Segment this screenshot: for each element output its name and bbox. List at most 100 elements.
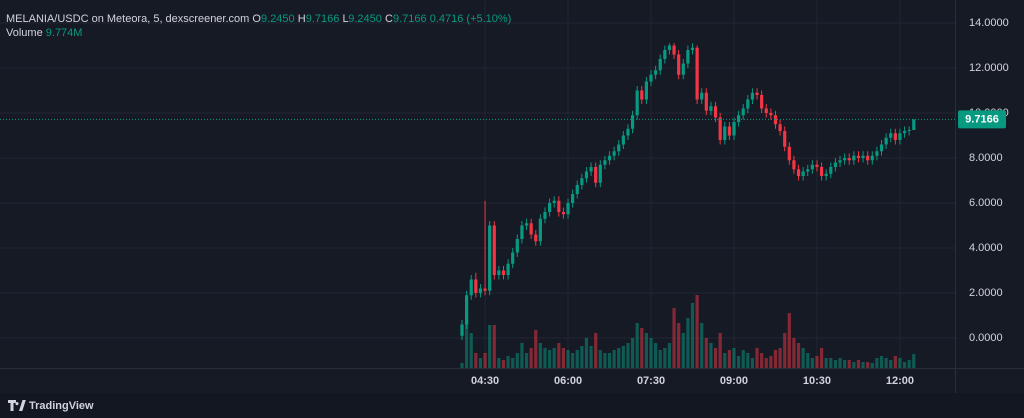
- candle-body: [902, 130, 907, 134]
- candle-body: [501, 270, 506, 276]
- y-tick-label: 12.0000: [969, 62, 1009, 74]
- candle-body: [824, 173, 828, 177]
- tradingview-logo[interactable]: TradingView: [8, 400, 94, 412]
- volume-bar: [709, 343, 713, 368]
- volume-bar: [529, 348, 533, 368]
- candle-body: [589, 167, 593, 172]
- volume-bar: [737, 356, 741, 368]
- y-tick-label: 8.0000: [969, 152, 1003, 164]
- volume-bar: [538, 343, 542, 368]
- volume-bar: [603, 353, 607, 368]
- candle-body: [870, 155, 874, 161]
- candle-body: [474, 279, 478, 294]
- candle-body: [497, 270, 501, 276]
- candle-body: [543, 212, 547, 219]
- candle-body: [686, 49, 690, 64]
- volume-label: Volume: [6, 27, 43, 39]
- candle-body: [838, 160, 842, 163]
- volume-bar: [492, 325, 496, 368]
- candle-body: [819, 167, 824, 177]
- candle-body: [465, 295, 469, 325]
- x-tick-label: 12:00: [886, 375, 914, 387]
- volume-bar: [524, 353, 529, 368]
- candle-body: [773, 115, 778, 125]
- volume-bar: [815, 356, 819, 368]
- volume-bar: [511, 358, 515, 368]
- volume-bar: [654, 343, 658, 368]
- volume-bar: [626, 343, 630, 368]
- candle-body: [612, 151, 616, 156]
- volume-bar: [870, 363, 874, 368]
- volume-bar: [686, 318, 690, 368]
- change-value: 0.4716 (+5.10%): [430, 13, 512, 25]
- volume-bar: [677, 323, 681, 368]
- ohlc-value: 9.2450: [348, 13, 382, 25]
- volume-bar: [760, 353, 764, 368]
- volume-bar: [884, 358, 888, 368]
- volume-bar: [861, 362, 865, 368]
- candle-body: [557, 200, 561, 213]
- volume-bar: [898, 358, 902, 368]
- volume-bar: [672, 308, 676, 368]
- volume-bar: [630, 338, 635, 368]
- volume-bar: [796, 343, 801, 368]
- volume-bar: [547, 350, 552, 368]
- candle-body: [829, 167, 833, 174]
- candle-body: [460, 324, 464, 336]
- candle-body: [875, 151, 879, 156]
- candle-body: [575, 185, 579, 195]
- volume-bar: [912, 354, 916, 368]
- candle-body: [833, 162, 838, 168]
- candle-body: [741, 108, 745, 116]
- volume-bar: [902, 362, 907, 368]
- candles: [460, 43, 916, 341]
- x-tick-label: 04:30: [471, 375, 499, 387]
- ohlc-label: L: [342, 13, 348, 25]
- candle-body: [884, 137, 888, 145]
- candle-body: [750, 92, 755, 100]
- volume-pane: [460, 295, 916, 368]
- volume-bar: [843, 360, 847, 368]
- ohlc-label: C: [385, 13, 393, 25]
- volume-bar: [810, 358, 814, 368]
- candle-body: [534, 234, 538, 242]
- candle-body: [792, 160, 796, 170]
- y-tick-label: 14.0000: [969, 17, 1009, 29]
- volume-bar: [621, 346, 625, 368]
- last-price-tag: [958, 110, 1006, 129]
- volume-bar: [557, 343, 561, 368]
- legend-volume: Volume 9.774M: [6, 27, 82, 39]
- candle-body: [677, 54, 681, 75]
- y-tick-label: 0.0000: [969, 332, 1003, 344]
- volume-bar: [617, 348, 621, 368]
- volume-bar: [607, 353, 612, 368]
- volume-bar: [497, 358, 501, 368]
- volume-bar: [856, 360, 861, 368]
- x-tick-label: 09:00: [720, 375, 748, 387]
- volume-bar: [792, 338, 796, 368]
- candle-body: [617, 144, 621, 152]
- candle-body: [727, 126, 731, 136]
- x-tick-label: 10:30: [803, 375, 831, 387]
- volume-bar: [819, 348, 824, 368]
- volume-bar: [488, 325, 492, 368]
- candle-body: [524, 223, 529, 226]
- volume-bar: [824, 358, 828, 368]
- volume-bar: [750, 358, 755, 368]
- volume-bar: [875, 358, 879, 368]
- ohlc-value: 9.7166: [393, 13, 427, 25]
- volume-bar: [893, 356, 897, 368]
- candle-body: [607, 155, 612, 161]
- volume-bar: [727, 350, 731, 368]
- volume-bar: [644, 333, 648, 368]
- candle-body: [764, 108, 768, 113]
- volume-bar: [520, 343, 524, 368]
- ohlc-label: H: [298, 13, 306, 25]
- volume-bar: [515, 353, 519, 368]
- candle-body: [621, 135, 625, 145]
- volume-bar: [483, 353, 487, 368]
- volume-bar: [612, 350, 616, 368]
- volume-bar: [635, 323, 639, 368]
- volume-bar: [534, 330, 538, 368]
